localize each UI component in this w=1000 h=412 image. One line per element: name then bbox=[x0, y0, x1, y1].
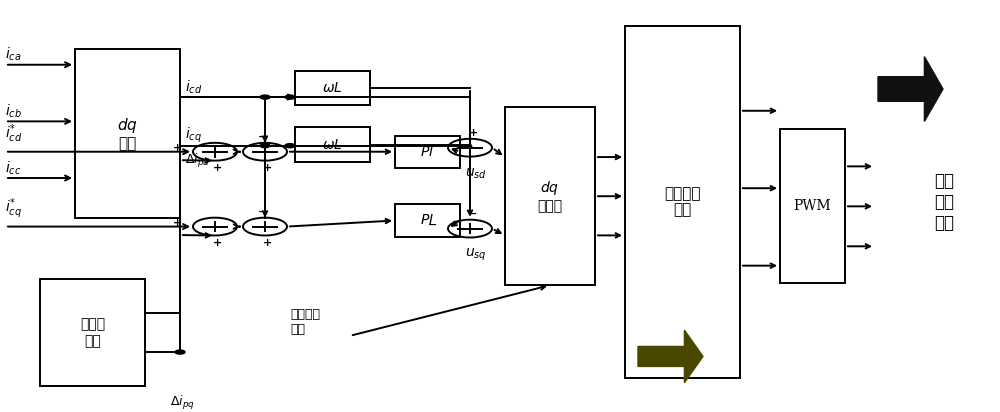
Text: $i_{cq}^{*}$: $i_{cq}^{*}$ bbox=[5, 196, 22, 220]
FancyBboxPatch shape bbox=[75, 49, 180, 218]
Text: 模块
开关
信号: 模块 开关 信号 bbox=[934, 173, 954, 232]
Text: $\Delta i_{pd}$: $\Delta i_{pd}$ bbox=[185, 152, 210, 170]
Polygon shape bbox=[878, 56, 943, 122]
FancyBboxPatch shape bbox=[625, 26, 740, 378]
Circle shape bbox=[285, 95, 295, 99]
FancyBboxPatch shape bbox=[40, 279, 145, 386]
Text: $\Delta i_{pq}$: $\Delta i_{pq}$ bbox=[170, 393, 195, 412]
Text: +: + bbox=[468, 128, 478, 138]
Text: +: + bbox=[213, 238, 223, 248]
Text: $\omega L$: $\omega L$ bbox=[322, 138, 343, 152]
Circle shape bbox=[260, 144, 270, 147]
Text: $i_{cd}$: $i_{cd}$ bbox=[185, 78, 202, 96]
Text: $i_{cb}$: $i_{cb}$ bbox=[5, 103, 22, 120]
Text: $i_{cd}^{*}$: $i_{cd}^{*}$ bbox=[5, 122, 22, 145]
Text: −: − bbox=[258, 132, 268, 142]
FancyBboxPatch shape bbox=[295, 127, 370, 162]
Text: $PI$: $PI$ bbox=[420, 213, 435, 227]
Text: $dq$
反变换: $dq$ 反变换 bbox=[537, 179, 563, 213]
Circle shape bbox=[260, 95, 270, 99]
Text: +: + bbox=[263, 238, 273, 248]
Text: −: − bbox=[258, 207, 268, 217]
Text: +: + bbox=[173, 143, 183, 154]
FancyBboxPatch shape bbox=[395, 136, 460, 168]
FancyBboxPatch shape bbox=[395, 204, 460, 236]
Text: $dq$
变换: $dq$ 变换 bbox=[117, 116, 138, 151]
Circle shape bbox=[285, 144, 295, 147]
Text: $PI$: $PI$ bbox=[420, 145, 435, 159]
Text: +: + bbox=[263, 163, 273, 173]
Text: $i_{ca}$: $i_{ca}$ bbox=[5, 46, 22, 63]
FancyBboxPatch shape bbox=[505, 107, 595, 285]
Text: +: + bbox=[213, 163, 223, 173]
Text: 微调分配
指令: 微调分配 指令 bbox=[664, 187, 701, 218]
Text: −: − bbox=[428, 139, 438, 150]
Circle shape bbox=[175, 350, 185, 354]
Text: 总电压
控制: 总电压 控制 bbox=[80, 318, 105, 348]
Polygon shape bbox=[638, 330, 703, 383]
Text: 零序电压
合成: 零序电压 合成 bbox=[290, 308, 320, 336]
Text: $i_{cc}$: $i_{cc}$ bbox=[5, 159, 21, 177]
Text: $u_{sq}$: $u_{sq}$ bbox=[465, 247, 487, 263]
Text: $u_{sd}$: $u_{sd}$ bbox=[465, 167, 487, 181]
FancyBboxPatch shape bbox=[780, 129, 845, 283]
Text: PWM: PWM bbox=[794, 199, 831, 213]
Text: −: − bbox=[428, 220, 438, 230]
Text: $i_{cq}$: $i_{cq}$ bbox=[185, 126, 202, 145]
FancyBboxPatch shape bbox=[295, 71, 370, 105]
Text: +: + bbox=[173, 218, 183, 228]
Text: −: − bbox=[468, 209, 478, 219]
Text: $\omega L$: $\omega L$ bbox=[322, 81, 343, 95]
